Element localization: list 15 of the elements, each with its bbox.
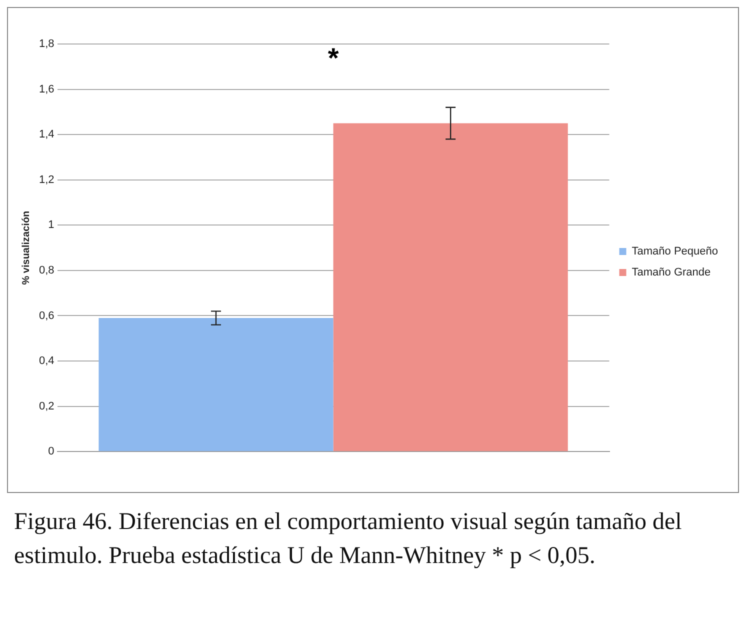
legend-label: Tamaño Pequeño (632, 246, 718, 258)
y-tick-label: 1 (48, 219, 54, 232)
y-tick-label: 0,8 (38, 264, 54, 276)
legend-label: Tamaño Grande (632, 266, 711, 279)
y-tick-label: 0,6 (38, 310, 54, 322)
y-axis-title: % visualización (20, 210, 32, 285)
y-tick-label: 1,6 (38, 83, 54, 96)
y-tick-label: 0,2 (38, 400, 54, 412)
text: Figura 46. Diferencias en el comportamiento visual según tamaño del estimulo. Prueba estadística U de Mann-Whitney * p < 0,05. (14, 508, 683, 571)
y-tick-label: 0,4 (38, 355, 54, 368)
y-tick-label: 1,2 (38, 174, 54, 186)
y-tick-label: 0 (48, 446, 54, 458)
y-tick-label: 1,8 (38, 38, 54, 50)
annotation: * (328, 42, 339, 74)
y-tick-label: 1,4 (38, 128, 54, 141)
